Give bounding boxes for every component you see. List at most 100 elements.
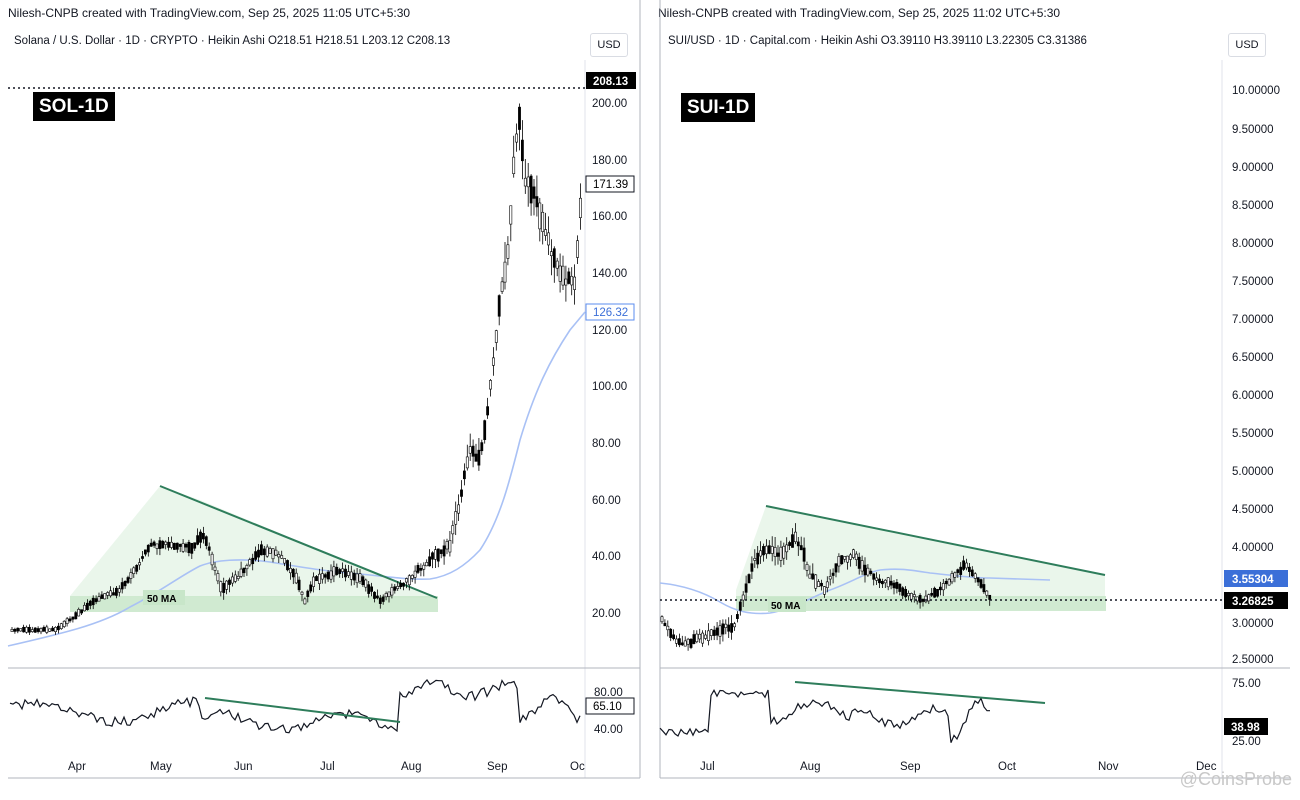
sol-candle [170, 541, 173, 548]
sol-candle [97, 596, 101, 602]
sol-candle [59, 623, 63, 629]
sol-candle [297, 579, 301, 591]
sol-candle [512, 156, 516, 174]
sol-candle [509, 205, 513, 225]
sui-candle [950, 573, 954, 583]
sui-candle [933, 587, 937, 598]
sol-candle [547, 232, 550, 246]
sol-candle [65, 618, 69, 624]
sui-last-price-tag [1224, 592, 1288, 609]
sol-candle [103, 593, 107, 600]
sol-candle [71, 616, 75, 620]
sol-currency-button[interactable]: USD [590, 33, 628, 57]
sol-candle [381, 596, 385, 602]
sol-candle [196, 535, 200, 545]
sol-candle [175, 542, 179, 550]
sui-candle [959, 566, 963, 575]
sol-candle [317, 573, 321, 584]
sui-candle [849, 554, 852, 560]
sol-candle [213, 566, 217, 571]
sui-candle [828, 576, 832, 580]
sui-candle [689, 638, 693, 648]
sol-candle [277, 554, 281, 558]
sol-candle [288, 567, 292, 574]
sui-candle [811, 573, 815, 580]
sol-candle [115, 587, 118, 596]
sui-candle [796, 541, 800, 547]
sui-x-tick: Sep [900, 761, 920, 773]
sol-candle [402, 582, 405, 587]
sol-candle [236, 576, 240, 579]
sui-x-tick: Jul [700, 761, 715, 773]
sui-trendline [765, 505, 1106, 576]
sui-candle [912, 594, 916, 598]
sui-candle [907, 593, 910, 597]
sui-candle [947, 578, 951, 586]
sol-candle [167, 541, 171, 548]
sol-rsi-line [9, 679, 581, 734]
sol-candle [529, 175, 533, 204]
sui-rsi-tag [1224, 718, 1268, 735]
watermark: @CoinsProbe [1179, 769, 1292, 789]
sol-candle [436, 548, 440, 562]
sui-candle [727, 624, 731, 632]
sol-candle [320, 573, 324, 580]
sol-candle [491, 357, 495, 366]
sol-candle [486, 406, 490, 416]
sol-candle [503, 261, 507, 283]
sui-candle [802, 547, 806, 562]
sol-candle [265, 546, 269, 557]
sui-candle [881, 580, 884, 585]
sol-candle [138, 562, 142, 566]
sui-candle [666, 625, 670, 631]
sui-candle [750, 563, 754, 572]
sui-credit: Nilesh-CNPB created with TradingView.com… [658, 6, 1061, 20]
sol-candle [358, 573, 362, 582]
sui-candle [669, 628, 673, 638]
sol-trendline [159, 485, 438, 599]
sol-candle [480, 442, 484, 452]
sui-x-tick: Dec [1196, 761, 1217, 773]
sol-candle [384, 593, 388, 598]
sol-candle [257, 549, 260, 558]
sol-ma-tag [585, 303, 635, 321]
sui-candle [872, 573, 876, 580]
sol-candle [184, 543, 188, 548]
sui-candle [860, 560, 864, 572]
sui-candle [944, 580, 948, 585]
sui-candle [770, 546, 774, 554]
sol-candle [375, 595, 379, 599]
sol-candle [135, 565, 139, 572]
sol-candle [280, 555, 284, 559]
sol-candle [393, 586, 397, 591]
sol-candle [532, 186, 536, 199]
sol-candle [448, 540, 452, 553]
sui-y-tick: 6.00000 [1232, 390, 1274, 402]
sol-candle [120, 582, 124, 590]
sol-candle [22, 626, 26, 633]
sui-candle [805, 564, 809, 571]
sol-candle [16, 627, 20, 632]
sui-candle [715, 627, 719, 636]
sol-candle [51, 627, 55, 632]
sui-candle [692, 634, 696, 644]
sol-candle [523, 177, 527, 187]
sol-candle [549, 251, 553, 257]
sui-candle [814, 574, 818, 589]
sol-candle [245, 565, 249, 570]
sol-candle [94, 598, 98, 603]
sol-x-tick: May [150, 761, 172, 773]
sol-candle [573, 276, 577, 290]
sol-candle [465, 456, 469, 469]
sui-candle [686, 638, 690, 645]
sol-ma-text: 126.32 [593, 307, 628, 319]
sol-candle [109, 590, 113, 597]
sui-currency-button[interactable]: USD [1228, 33, 1266, 57]
sol-candle [68, 618, 72, 622]
sol-candle [190, 542, 194, 554]
sui-candle [788, 542, 792, 546]
sui-candle [927, 594, 931, 602]
sol-candle [567, 271, 571, 284]
sol-candle [83, 604, 86, 612]
sol-candle [42, 626, 46, 632]
